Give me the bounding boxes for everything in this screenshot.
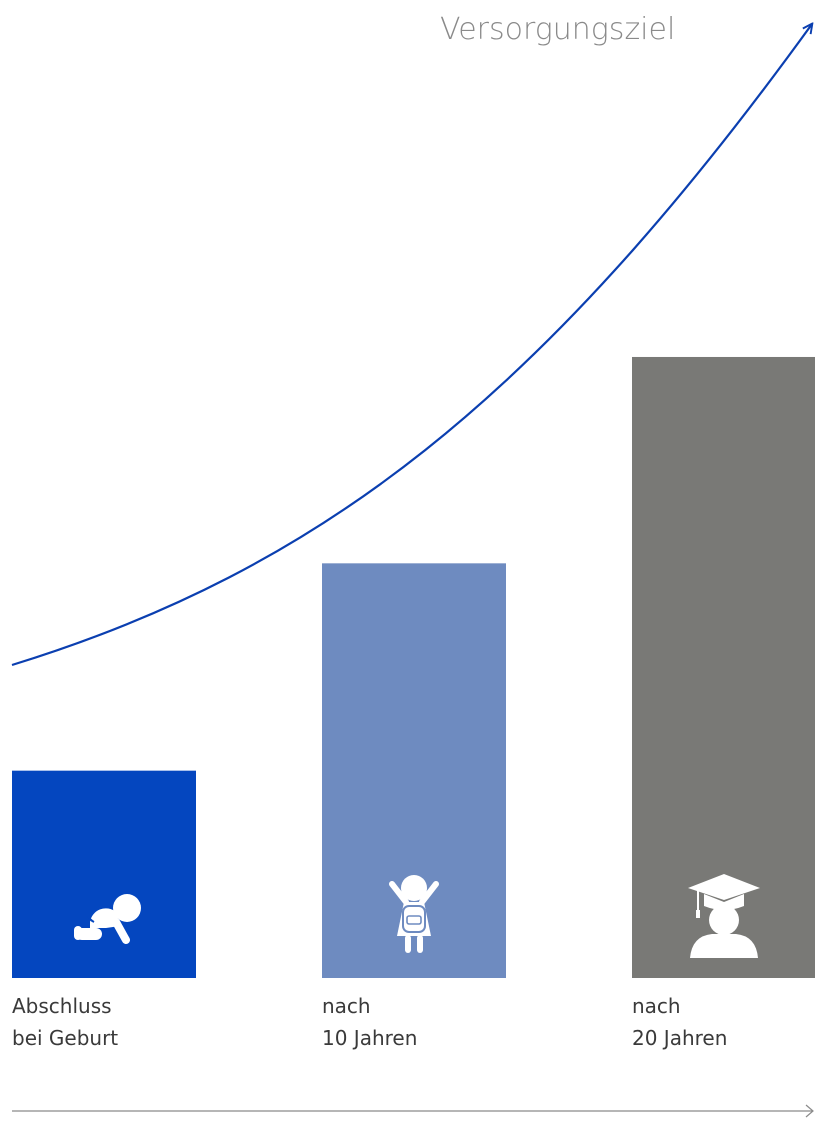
bars-layer xyxy=(12,356,815,979)
bar-label-20-years-line2: 20 Jahren xyxy=(632,1026,728,1050)
bar-label-20-years: nach 20 Jahren xyxy=(632,990,727,1054)
bar-label-20-years-line1: nach xyxy=(632,994,681,1018)
goal-curve xyxy=(11,24,812,667)
bar-label-birth-line1: Abschluss xyxy=(12,994,112,1018)
bar-label-10-years-line1: nach xyxy=(322,994,371,1018)
schoolchild-icon xyxy=(389,875,439,953)
graduate-icon xyxy=(688,874,760,958)
bar-birth xyxy=(12,770,196,978)
bar-label-birth-line2: bei Geburt xyxy=(12,1026,119,1050)
x-axis xyxy=(12,1104,814,1118)
crawling-baby-icon xyxy=(74,894,141,944)
bar-label-birth: Abschluss bei Geburt xyxy=(12,990,118,1054)
goal-curve-label: Versorgungsziel xyxy=(440,12,676,47)
x-axis-arrowhead xyxy=(805,1104,814,1118)
bar-label-10-years-line2: 10 Jahren xyxy=(322,1026,418,1050)
bar-label-10-years: nach 10 Jahren xyxy=(322,990,417,1054)
